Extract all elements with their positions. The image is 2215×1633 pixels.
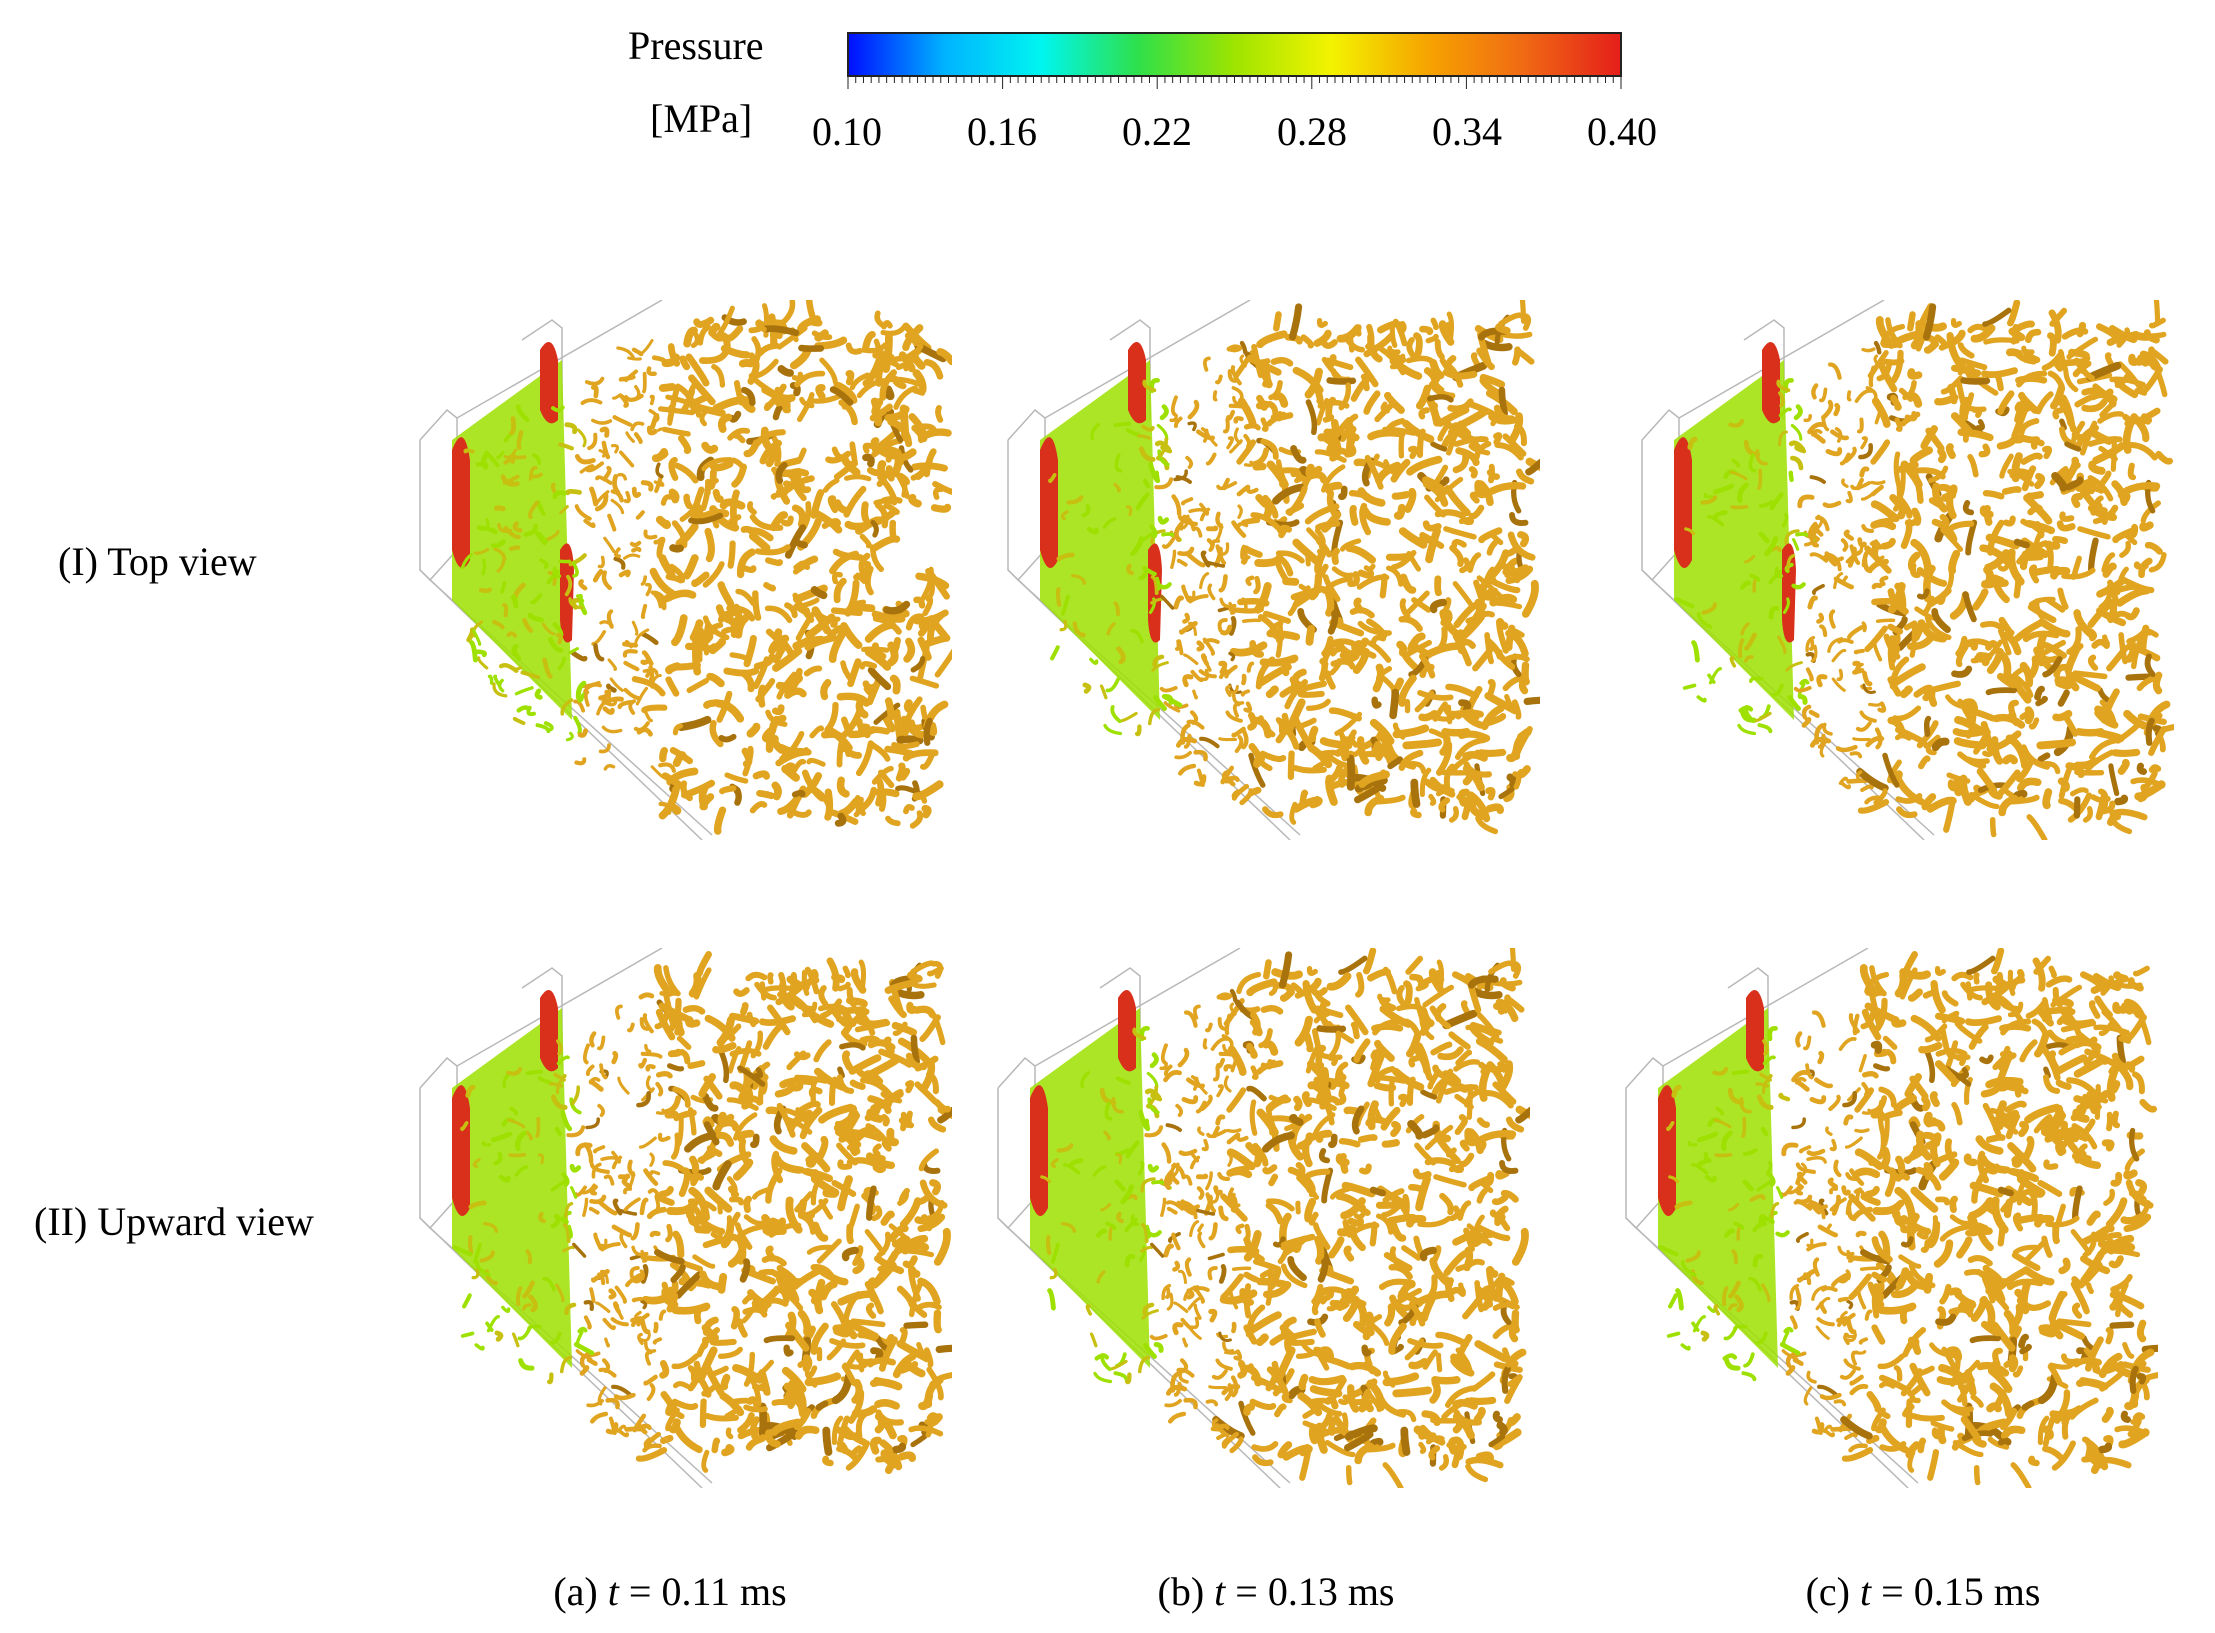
panel-top-c — [1634, 300, 2174, 840]
caption-b: (b) t = 0.13 ms — [1157, 1569, 1395, 1614]
colorbar-tick-label: 0.10 — [812, 109, 882, 154]
pressure-colorbar — [847, 32, 1622, 77]
legend-title-line1: Pressure — [628, 23, 764, 68]
panel-upward-b — [990, 948, 1530, 1488]
legend-title-line2: [MPa] — [650, 96, 753, 141]
colorbar-tick-label: 0.40 — [1587, 109, 1657, 154]
panel-upward-c — [1618, 948, 2158, 1488]
colorbar-tick-label: 0.28 — [1277, 109, 1347, 154]
caption-c: (c) t = 0.15 ms — [1805, 1569, 2041, 1614]
panel-top-b — [1000, 300, 1540, 840]
colorbar-tick-label: 0.16 — [967, 109, 1037, 154]
row-label-upward-view: (II) Upward view — [34, 1199, 314, 1244]
colorbar-tick-label: 0.34 — [1432, 109, 1502, 154]
panel-top-a — [412, 300, 952, 840]
caption-a: (a) t = 0.11 ms — [553, 1569, 787, 1614]
colorbar-tick-label: 0.22 — [1122, 109, 1192, 154]
panel-upward-a — [412, 948, 952, 1488]
row-label-top-view: (I) Top view — [58, 539, 257, 584]
colorbar-minor-ticks — [847, 77, 1622, 89]
